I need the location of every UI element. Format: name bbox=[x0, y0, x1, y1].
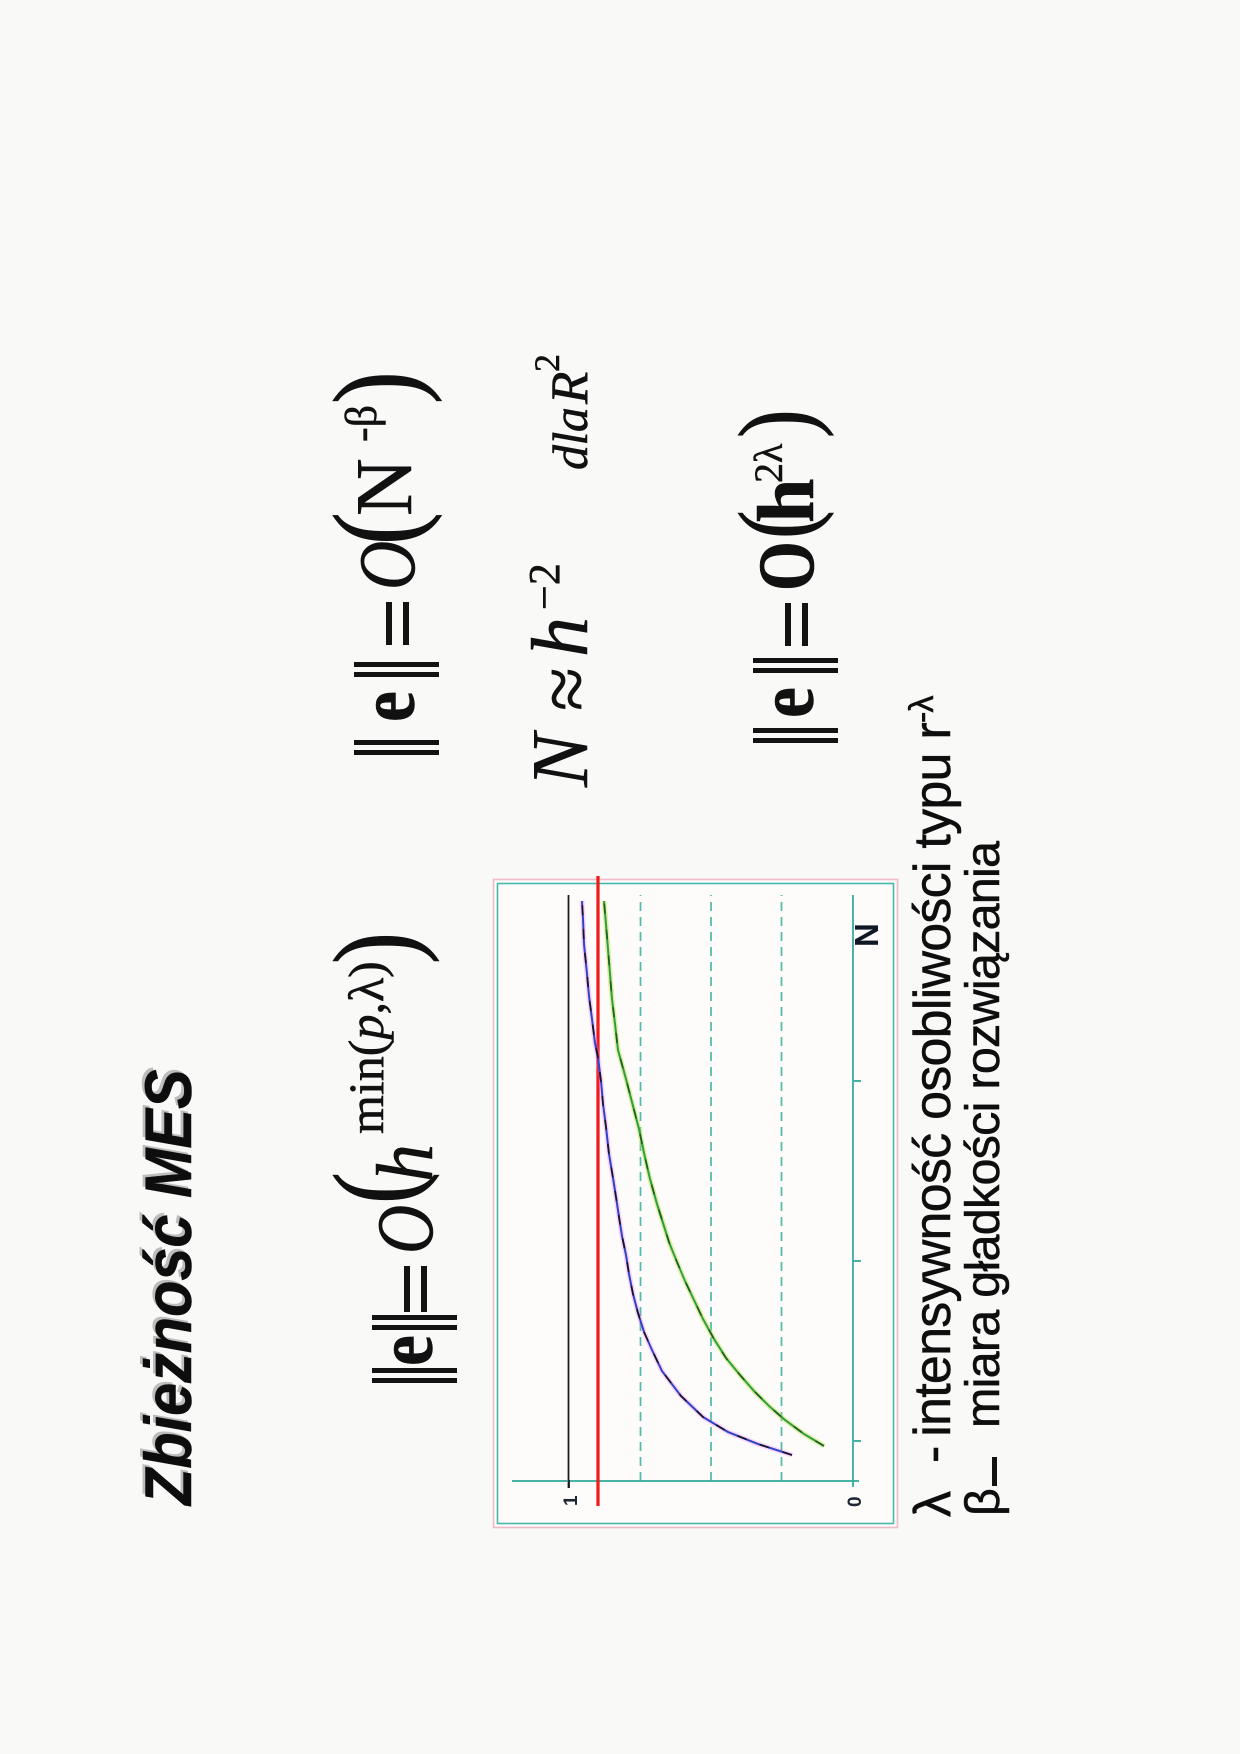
svg-text:1: 1 bbox=[561, 1495, 582, 1506]
svg-text:0: 0 bbox=[845, 1496, 866, 1507]
svg-text:N: N bbox=[848, 923, 885, 947]
